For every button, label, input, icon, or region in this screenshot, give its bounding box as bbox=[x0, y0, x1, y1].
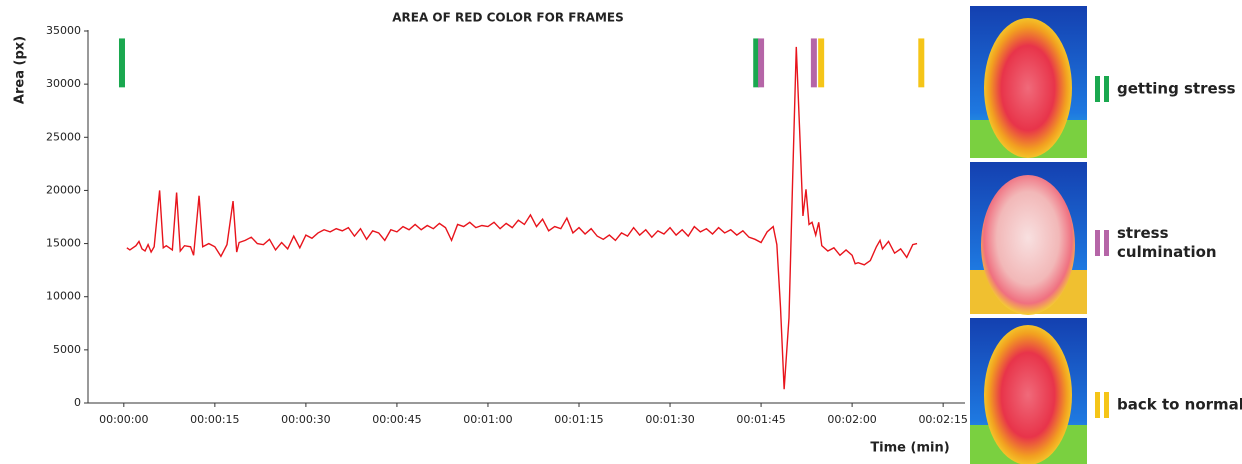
x-tick-label: 00:00:30 bbox=[281, 413, 330, 426]
event-marker bbox=[119, 38, 125, 87]
data-line bbox=[127, 47, 917, 389]
x-tick-label: 00:00:00 bbox=[99, 413, 148, 426]
y-tick-label: 35000 bbox=[46, 24, 81, 37]
event-marker bbox=[918, 38, 924, 87]
y-tick-label: 15000 bbox=[46, 237, 81, 250]
thermal-images bbox=[970, 6, 1087, 464]
x-tick-label: 00:01:15 bbox=[554, 413, 603, 426]
y-axis-label: Area (px) bbox=[13, 36, 28, 104]
legend-swatch bbox=[1104, 230, 1109, 256]
x-tick-label: 00:02:00 bbox=[827, 413, 876, 426]
y-tick-label: 0 bbox=[74, 396, 81, 409]
event-marker bbox=[818, 38, 824, 87]
legend-swatch bbox=[1104, 392, 1109, 418]
page: {"chart_data": {"type": "line", "title":… bbox=[0, 0, 1242, 464]
y-tick-label: 10000 bbox=[46, 290, 81, 303]
legend-swatch bbox=[1095, 392, 1100, 418]
x-axis-label: Time (min) bbox=[870, 441, 949, 456]
x-tick-label: 00:00:45 bbox=[372, 413, 421, 426]
legend-swatch bbox=[1104, 76, 1109, 102]
thermal-face bbox=[984, 325, 1072, 464]
legend-label: stress bbox=[1117, 224, 1169, 242]
x-tick-label: 00:01:45 bbox=[736, 413, 785, 426]
event-marker bbox=[758, 38, 764, 87]
x-tick-label: 00:01:30 bbox=[645, 413, 694, 426]
legend-swatch bbox=[1095, 230, 1100, 256]
x-tick-label: 00:00:15 bbox=[190, 413, 239, 426]
thermal-face bbox=[981, 175, 1075, 315]
legend-label: getting stress bbox=[1117, 80, 1236, 98]
figure: AREA OF RED COLOR FOR FRAMES Area (px) T… bbox=[0, 0, 1242, 464]
x-tick-label: 00:02:15 bbox=[918, 413, 967, 426]
legend-swatch bbox=[1095, 76, 1100, 102]
y-tick-label: 30000 bbox=[46, 77, 81, 90]
chart-title: AREA OF RED COLOR FOR FRAMES bbox=[392, 11, 624, 25]
thermal-face bbox=[984, 18, 1072, 158]
legend-label: back to normal bbox=[1117, 396, 1242, 414]
event-marker bbox=[811, 38, 817, 87]
y-tick-label: 20000 bbox=[46, 183, 81, 196]
y-tick-label: 5000 bbox=[53, 343, 81, 356]
legend-label: culmination bbox=[1117, 243, 1217, 261]
y-tick-label: 25000 bbox=[46, 130, 81, 143]
x-tick-label: 00:01:00 bbox=[463, 413, 512, 426]
